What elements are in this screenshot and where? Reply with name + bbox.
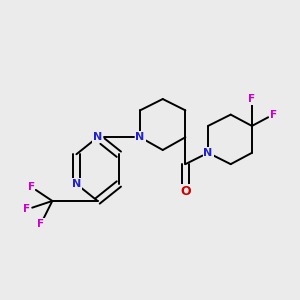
Text: N: N [93, 132, 102, 142]
Text: N: N [72, 179, 81, 189]
Text: F: F [270, 110, 277, 120]
Text: F: F [38, 219, 45, 229]
Text: N: N [203, 148, 213, 158]
Text: F: F [28, 182, 35, 192]
Text: F: F [248, 94, 256, 104]
Text: N: N [136, 132, 145, 142]
Text: F: F [23, 205, 30, 214]
Text: O: O [180, 184, 191, 198]
